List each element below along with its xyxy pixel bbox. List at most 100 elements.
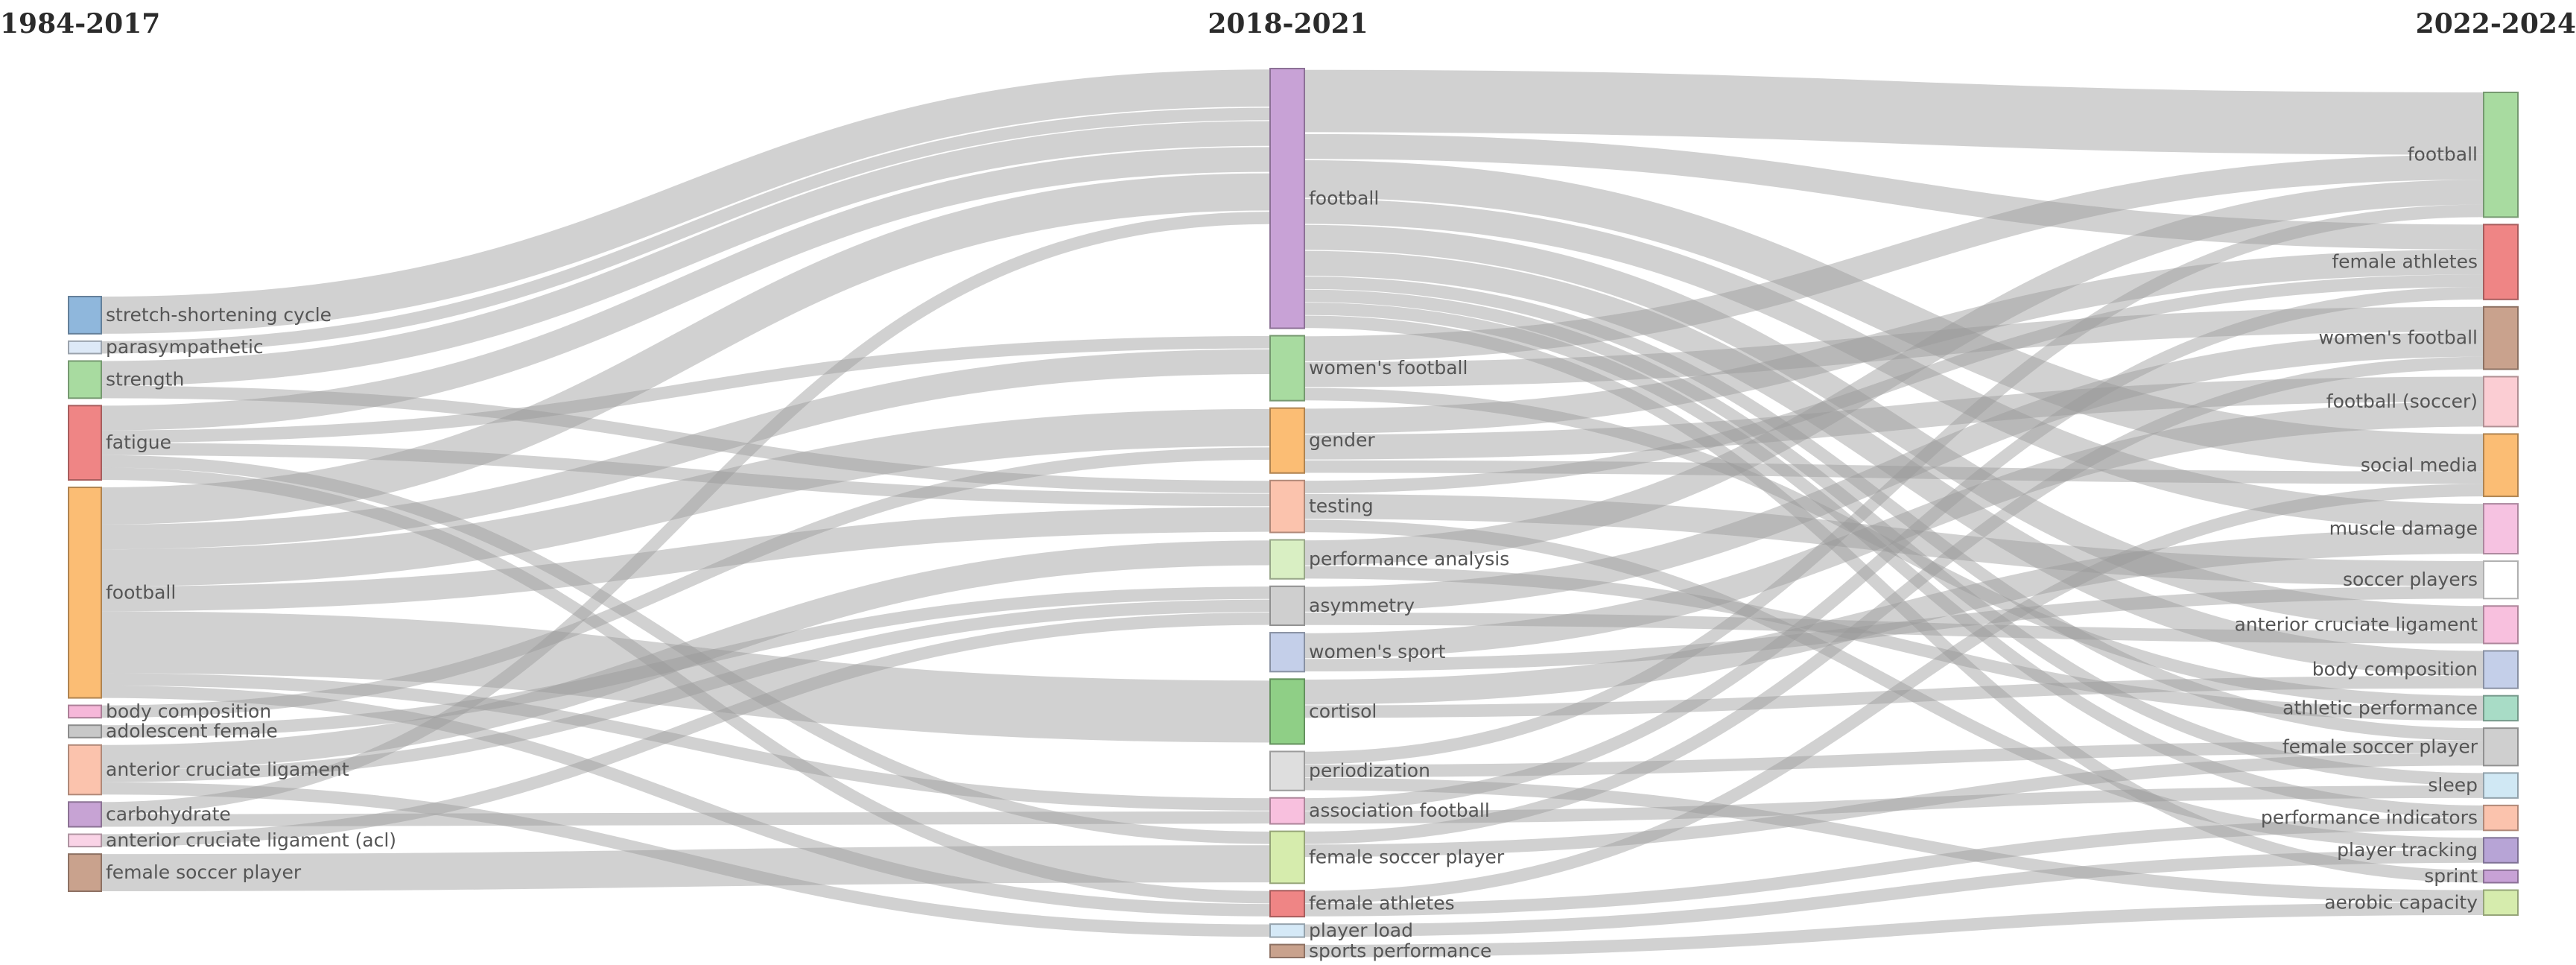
node-right-4[interactable]: social media xyxy=(2361,433,2519,498)
node-bar[interactable] xyxy=(2483,650,2519,689)
node-left-3[interactable]: fatigue xyxy=(68,405,171,481)
node-left-7[interactable]: anterior cruciate ligament xyxy=(68,744,349,796)
node-bar[interactable] xyxy=(1269,68,1305,329)
link-M1-R12[interactable] xyxy=(1304,289,2484,786)
link-L5-M1[interactable] xyxy=(101,173,1271,525)
node-left-6[interactable]: adolescent female xyxy=(68,721,278,742)
link-L5-M8[interactable] xyxy=(101,611,1271,743)
node-left-0[interactable]: stretch-shortening cycle xyxy=(68,296,331,335)
node-bar[interactable] xyxy=(2483,772,2519,799)
link-L1-M1[interactable] xyxy=(101,69,1271,334)
node-bar[interactable] xyxy=(68,724,102,738)
node-bar[interactable] xyxy=(2483,503,2519,555)
node-right-15[interactable]: aerobic capacity xyxy=(2324,889,2519,917)
link-L5-M12[interactable] xyxy=(101,685,1271,917)
node-bar[interactable] xyxy=(2483,869,2519,884)
node-bar[interactable] xyxy=(2483,560,2519,600)
node-left-5[interactable]: body composition xyxy=(68,700,271,722)
link-M8-R9[interactable] xyxy=(1304,675,2484,718)
link-L9-M1[interactable] xyxy=(101,212,1271,814)
link-M6-R8[interactable] xyxy=(1304,612,2484,644)
link-M4-R2[interactable] xyxy=(1304,274,2484,493)
link-L7-M6[interactable] xyxy=(101,586,1271,738)
node-bar[interactable] xyxy=(68,487,102,699)
node-bar[interactable] xyxy=(1269,678,1305,745)
link-L5-M2[interactable] xyxy=(101,349,1271,550)
link-M2-R1[interactable] xyxy=(1304,154,2484,361)
link-M1-R11[interactable] xyxy=(1304,276,2484,741)
node-bar[interactable] xyxy=(68,360,102,399)
link-M1-R8[interactable] xyxy=(1304,224,2484,631)
node-bar[interactable] xyxy=(1269,943,1305,958)
node-bar[interactable] xyxy=(2483,376,2519,428)
link-L8-M6[interactable] xyxy=(101,599,1271,782)
link-M7-R7[interactable] xyxy=(1304,586,2484,671)
link-L4-M1[interactable] xyxy=(101,147,1271,431)
node-bar[interactable] xyxy=(68,296,102,335)
node-right-2[interactable]: women's football xyxy=(2319,306,2519,370)
link-L5-M3[interactable] xyxy=(101,408,1271,586)
link-M2-R3[interactable] xyxy=(1304,306,2484,387)
node-bar[interactable] xyxy=(68,340,102,355)
link-M4-R7[interactable] xyxy=(1304,493,2484,586)
link-M1-R5[interactable] xyxy=(1304,160,2484,472)
node-right-10[interactable]: female soccer player xyxy=(2282,727,2519,767)
node-right-11[interactable]: sleep xyxy=(2428,772,2519,799)
node-middle-11[interactable]: female athletes xyxy=(1269,890,1455,918)
link-L3-M1[interactable] xyxy=(101,121,1271,386)
node-right-1[interactable]: female athletes xyxy=(2332,224,2519,300)
link-L10-M6[interactable] xyxy=(101,613,1271,847)
node-bar[interactable] xyxy=(2483,224,2519,300)
node-bar[interactable] xyxy=(1269,923,1305,938)
node-bar[interactable] xyxy=(2483,695,2519,722)
link-M13-R14[interactable] xyxy=(1304,850,2484,937)
node-bar[interactable] xyxy=(2483,92,2519,218)
node-bar[interactable] xyxy=(2483,889,2519,917)
node-middle-7[interactable]: cortisol xyxy=(1269,678,1377,745)
link-M9-R16[interactable] xyxy=(1304,777,2484,903)
link-L2-M1[interactable] xyxy=(101,107,1271,354)
link-M1-R9[interactable] xyxy=(1304,250,2484,676)
link-M12-R5[interactable] xyxy=(1304,484,2484,904)
node-left-8[interactable]: carbohydrate xyxy=(68,801,231,828)
node-right-9[interactable]: athletic performance xyxy=(2282,695,2519,722)
node-bar[interactable] xyxy=(68,704,102,719)
node-bar[interactable] xyxy=(1269,585,1305,627)
node-middle-2[interactable]: gender xyxy=(1269,407,1375,474)
node-right-12[interactable]: performance indicators xyxy=(2261,804,2519,832)
node-middle-1[interactable]: women's football xyxy=(1269,335,1468,402)
link-M6-R3[interactable] xyxy=(1304,332,2484,612)
node-right-0[interactable]: football xyxy=(2408,92,2519,218)
node-right-3[interactable]: football (soccer) xyxy=(2326,376,2519,428)
node-bar[interactable] xyxy=(1269,539,1305,580)
link-L11-M11[interactable] xyxy=(101,845,1271,891)
node-right-14[interactable]: sprint xyxy=(2424,865,2519,887)
node-middle-4[interactable]: performance analysis xyxy=(1269,539,1509,580)
link-M10-R2[interactable] xyxy=(1304,287,2484,811)
link-M1-R1[interactable] xyxy=(1304,69,2484,155)
node-middle-10[interactable]: female soccer player xyxy=(1269,830,1505,885)
node-bar[interactable] xyxy=(1269,479,1305,534)
link-M3-R2[interactable] xyxy=(1304,249,2484,434)
link-L8-M5[interactable] xyxy=(101,540,1271,771)
link-M11-R3[interactable] xyxy=(1304,356,2484,844)
node-right-6[interactable]: soccer players xyxy=(2343,560,2519,600)
link-M7-R4[interactable] xyxy=(1304,401,2484,659)
node-bar[interactable] xyxy=(2483,306,2519,370)
node-left-4[interactable]: football xyxy=(68,487,176,699)
link-L8-M13[interactable] xyxy=(101,782,1271,937)
node-bar[interactable] xyxy=(1269,335,1305,402)
link-M5-R10[interactable] xyxy=(1304,566,2484,721)
node-middle-0[interactable]: football xyxy=(1269,68,1379,329)
link-M4-R14[interactable] xyxy=(1304,519,2484,851)
link-M1-R6[interactable] xyxy=(1304,198,2484,529)
node-left-9[interactable]: anterior cruciate ligament (acl) xyxy=(68,829,396,851)
node-bar[interactable] xyxy=(2483,837,2519,864)
node-bar[interactable] xyxy=(2483,727,2519,767)
node-bar[interactable] xyxy=(1269,890,1305,918)
link-L4-M11[interactable] xyxy=(101,455,1271,844)
link-L5-M4[interactable] xyxy=(101,507,1271,612)
node-middle-9[interactable]: association football xyxy=(1269,797,1490,825)
node-middle-12[interactable]: player load xyxy=(1269,920,1413,941)
node-middle-5[interactable]: asymmetry xyxy=(1269,585,1415,627)
